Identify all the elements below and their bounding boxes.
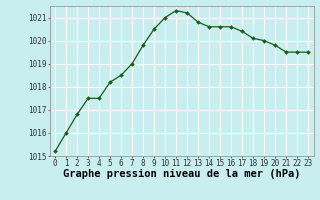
X-axis label: Graphe pression niveau de la mer (hPa): Graphe pression niveau de la mer (hPa) bbox=[63, 169, 300, 179]
